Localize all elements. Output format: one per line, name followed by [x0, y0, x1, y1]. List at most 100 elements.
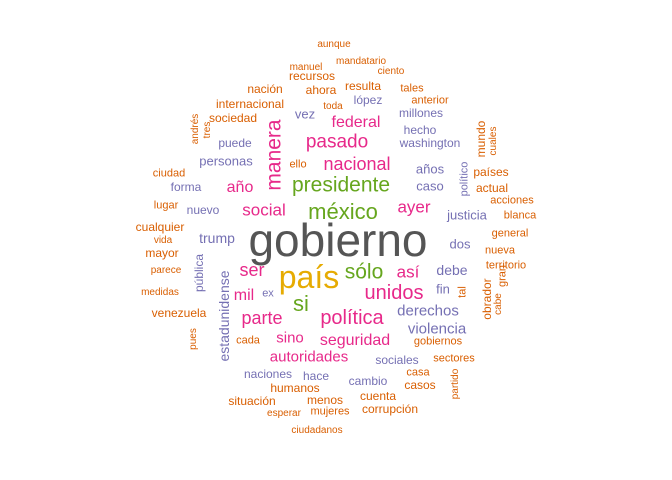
word-forma: forma [170, 180, 202, 194]
word-ello: ello [289, 158, 307, 171]
word-estadunidense: estadunidense [216, 270, 232, 362]
word-tal: tal [456, 286, 469, 298]
word-washington: washington [399, 136, 461, 150]
word-toda: toda [323, 101, 343, 112]
word-hace: hace [302, 369, 330, 383]
word-trump: trump [199, 230, 235, 246]
word-autoridades: autoridades [269, 348, 349, 366]
word-pues: pues [188, 328, 199, 350]
word-millones: millones [398, 106, 444, 120]
word-sino: sino [276, 329, 304, 347]
word-social: social [242, 200, 286, 220]
word-casos: casos [404, 378, 436, 392]
word-países: países [473, 165, 509, 179]
word-cada: cada [236, 334, 260, 347]
word-pública: pública [192, 253, 206, 293]
word-mundo: mundo [474, 120, 488, 158]
word-parece: parece [150, 265, 182, 276]
word-gobiernos: gobiernos [413, 335, 463, 348]
word-aunque: aunque [317, 39, 351, 50]
word-si: si [293, 291, 309, 316]
word-político: político [458, 161, 471, 197]
word-país: país [278, 259, 340, 295]
word-cuenta: cuenta [359, 389, 397, 403]
word-sólo: sólo [344, 260, 384, 284]
word-ayer: ayer [397, 197, 431, 217]
word-así: así [396, 262, 420, 282]
word-política: política [320, 307, 384, 329]
word-mayor: mayor [145, 246, 179, 260]
word-andrés: andrés [190, 113, 201, 145]
word-presidente: presidente [291, 173, 391, 197]
word-ciento: ciento [377, 66, 405, 77]
word-ahora: ahora [305, 83, 337, 97]
word-parte: parte [241, 308, 283, 328]
word-medidas: medidas [141, 287, 179, 298]
word-pasado: pasado [305, 131, 369, 153]
word-general: general [491, 227, 529, 240]
word-gobierno: gobierno [248, 214, 428, 266]
word-esperar: esperar [267, 408, 301, 419]
word-situación: situación [228, 394, 276, 408]
word-ex: ex [262, 287, 274, 300]
word-lópez: lópez [353, 93, 383, 107]
word-mujeres: mujeres [310, 405, 350, 418]
word-corrupción: corrupción [361, 402, 419, 416]
word-dos: dos [449, 236, 471, 252]
word-ser: ser [239, 260, 265, 280]
word-caso: caso [416, 178, 444, 194]
word-nuevo: nuevo [186, 203, 220, 217]
word-debe: debe [436, 262, 468, 278]
word-humanos: humanos [270, 381, 320, 395]
word-partido: partido [450, 368, 461, 400]
word-federal: federal [331, 114, 381, 131]
word-naciones: naciones [243, 367, 293, 381]
word-acciones: acciones [490, 194, 534, 207]
word-hecho: hecho [403, 123, 437, 137]
word-justicia: justicia [447, 207, 487, 223]
word-nacional: nacional [323, 154, 391, 174]
word-méxico: méxico [308, 199, 378, 224]
word-sectores: sectores [433, 352, 475, 365]
word-sociales: sociales [375, 353, 419, 367]
word-territorio: territorio [485, 259, 527, 272]
word-violencia: violencia [407, 320, 467, 338]
word-recursos: recursos [288, 69, 336, 83]
word-cabe: cabe [493, 293, 504, 315]
word-venezuela: venezuela [151, 306, 207, 320]
word-ciudadanos: ciudadanos [291, 425, 343, 436]
word-año: año [226, 179, 254, 196]
word-casa: casa [406, 366, 430, 379]
word-vida: vida [153, 235, 173, 246]
word-mandatario: mandatario [335, 56, 387, 67]
word-derechos: derechos [397, 302, 459, 320]
word-nación: nación [247, 82, 283, 96]
word-personas: personas [199, 153, 253, 169]
word-lugar: lugar [153, 199, 179, 212]
word-mil: mil [233, 287, 255, 304]
word-internacional: internacional [215, 97, 285, 111]
word-menos: menos [306, 393, 344, 407]
word-seguridad: seguridad [319, 332, 391, 349]
word-cuales: cuales [488, 126, 499, 156]
word-obrador: obrador [480, 278, 494, 320]
word-tales: tales [400, 82, 424, 95]
word-cambio: cambio [348, 374, 388, 388]
word-años: años [415, 161, 445, 177]
word-resulta: resulta [344, 79, 382, 93]
word-ciudad: ciudad [152, 167, 186, 180]
word-nueva: nueva [485, 244, 515, 257]
word-manera: manera [262, 119, 286, 191]
word-actual: actual [475, 181, 509, 195]
word-puede: puede [218, 136, 252, 150]
word-fin: fin [436, 281, 450, 297]
word-blanca: blanca [503, 209, 537, 222]
word-gran: gran [496, 264, 509, 288]
word-anterior: anterior [411, 94, 449, 107]
word-unidos: unidos [364, 282, 424, 304]
word-vez: vez [294, 106, 316, 122]
word-manuel: manuel [289, 62, 323, 73]
word-cualquier: cualquier [135, 220, 185, 234]
word-sociedad: sociedad [208, 111, 258, 125]
